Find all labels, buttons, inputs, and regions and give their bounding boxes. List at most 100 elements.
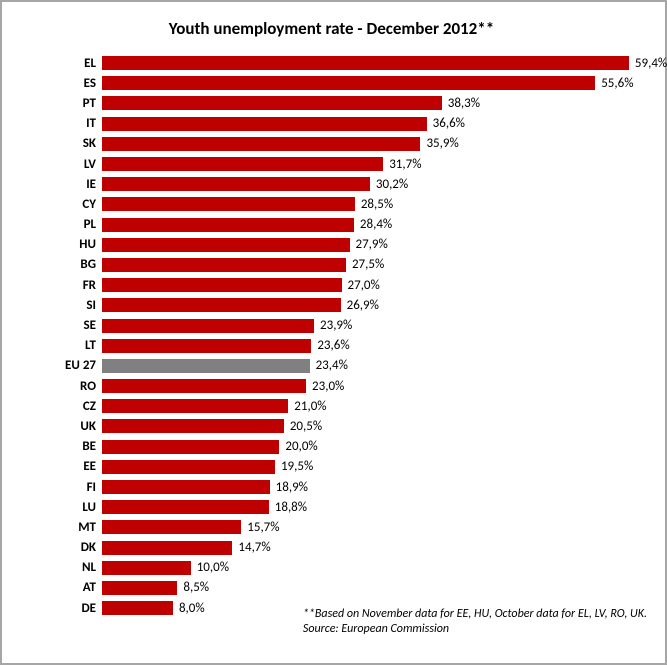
category-label: NL: [60, 560, 102, 575]
category-label: EU 27: [60, 358, 102, 373]
bar-wrap: 27,9%: [102, 235, 651, 255]
category-label: FI: [60, 480, 102, 495]
footnote-line-2: Source: European Commission: [303, 622, 647, 637]
bar-wrap: 23,6%: [102, 336, 651, 356]
bar: [102, 419, 284, 433]
bar: [102, 298, 341, 312]
category-label: DE: [60, 601, 102, 616]
bar-wrap: 23,4%: [102, 356, 651, 376]
bar-row: SE 23,9%: [60, 315, 651, 335]
value-label: 27,9%: [356, 237, 388, 252]
category-label: LV: [60, 157, 102, 172]
bar-wrap: 35,9%: [102, 134, 651, 154]
category-label: LT: [60, 338, 102, 353]
bar-row: BG 27,5%: [60, 255, 651, 275]
bar-wrap: 15,7%: [102, 517, 651, 537]
bar-row: DK14,7%: [60, 538, 651, 558]
category-label: RO: [60, 379, 102, 394]
bar: [102, 157, 383, 171]
bar-wrap: 59,4%: [102, 53, 667, 73]
bar-wrap: 28,4%: [102, 215, 651, 235]
bar: [102, 359, 310, 373]
bar: [102, 218, 354, 232]
bar-wrap: 19,5%: [102, 457, 651, 477]
bar-row: CY28,5%: [60, 194, 651, 214]
bar-wrap: 20,0%: [102, 437, 651, 457]
category-label: BG: [60, 257, 102, 272]
value-label: 20,5%: [290, 419, 322, 434]
bar-row: LU18,8%: [60, 497, 651, 517]
value-label: 19,5%: [281, 459, 313, 474]
bar: [102, 541, 232, 555]
bar: [102, 197, 355, 211]
bar-row: SK 35,9%: [60, 134, 651, 154]
chart-title: Youth unemployment rate - December 2012*…: [12, 18, 651, 39]
value-label: 23,0%: [312, 379, 344, 394]
value-label: 31,7%: [389, 157, 421, 172]
bar: [102, 520, 241, 534]
category-label: DK: [60, 540, 102, 555]
bar: [102, 339, 311, 353]
value-label: 26,9%: [347, 298, 379, 313]
category-label: PL: [60, 217, 102, 232]
bar-wrap: 10,0%: [102, 558, 651, 578]
bar-wrap: 36,6%: [102, 114, 651, 134]
value-label: 8,0%: [179, 601, 205, 616]
bar: [102, 76, 595, 90]
bar-row: LV 31,7%: [60, 154, 651, 174]
chart-frame: Youth unemployment rate - December 2012*…: [0, 0, 667, 665]
bar: [102, 561, 191, 575]
value-label: 10,0%: [197, 560, 229, 575]
bar: [102, 238, 350, 252]
value-label: 35,9%: [426, 136, 458, 151]
bar: [102, 440, 279, 454]
category-label: CY: [60, 197, 102, 212]
category-label: SK: [60, 136, 102, 151]
category-label: SE: [60, 318, 102, 333]
bar-row: RO 23,0%: [60, 376, 651, 396]
category-label: EL: [60, 56, 102, 71]
value-label: 20,0%: [285, 439, 317, 454]
bar: [102, 460, 275, 474]
category-label: HU: [60, 237, 102, 252]
bar: [102, 177, 370, 191]
value-label: 23,9%: [320, 318, 352, 333]
bar: [102, 117, 427, 131]
bar-wrap: 28,5%: [102, 194, 651, 214]
value-label: 27,0%: [348, 278, 380, 293]
value-label: 38,3%: [448, 96, 480, 111]
value-label: 23,6%: [317, 338, 349, 353]
bar-wrap: 38,3%: [102, 93, 651, 113]
bar: [102, 137, 420, 151]
bar: [102, 278, 342, 292]
bar-wrap: 55,6%: [102, 73, 651, 93]
bar-row: PL28,4%: [60, 215, 651, 235]
bar-row: UK 20,5%: [60, 416, 651, 436]
bar-wrap: 27,0%: [102, 275, 651, 295]
bar-row: MT15,7%: [60, 517, 651, 537]
bar: [102, 96, 442, 110]
value-label: 8,5%: [183, 580, 209, 595]
bar-wrap: 27,5%: [102, 255, 651, 275]
category-label: ES: [60, 76, 102, 91]
bar-row: CZ21,0%: [60, 396, 651, 416]
value-label: 23,4%: [316, 358, 348, 373]
category-label: AT: [60, 580, 102, 595]
bar-row: BE 20,0%: [60, 437, 651, 457]
category-label: CZ: [60, 399, 102, 414]
bar-row: SI26,9%: [60, 295, 651, 315]
value-label: 30,2%: [376, 177, 408, 192]
category-label: IT: [60, 116, 102, 131]
bar: [102, 601, 173, 615]
bar-row: ES55,6%: [60, 73, 651, 93]
value-label: 27,5%: [352, 257, 384, 272]
category-label: UK: [60, 419, 102, 434]
bar: [102, 258, 346, 272]
category-label: BE: [60, 439, 102, 454]
bar-wrap: 21,0%: [102, 396, 651, 416]
bar-row: IE30,2%: [60, 174, 651, 194]
value-label: 18,8%: [275, 500, 307, 515]
bar-wrap: 20,5%: [102, 416, 651, 436]
bar-wrap: 31,7%: [102, 154, 651, 174]
category-label: EE: [60, 459, 102, 474]
